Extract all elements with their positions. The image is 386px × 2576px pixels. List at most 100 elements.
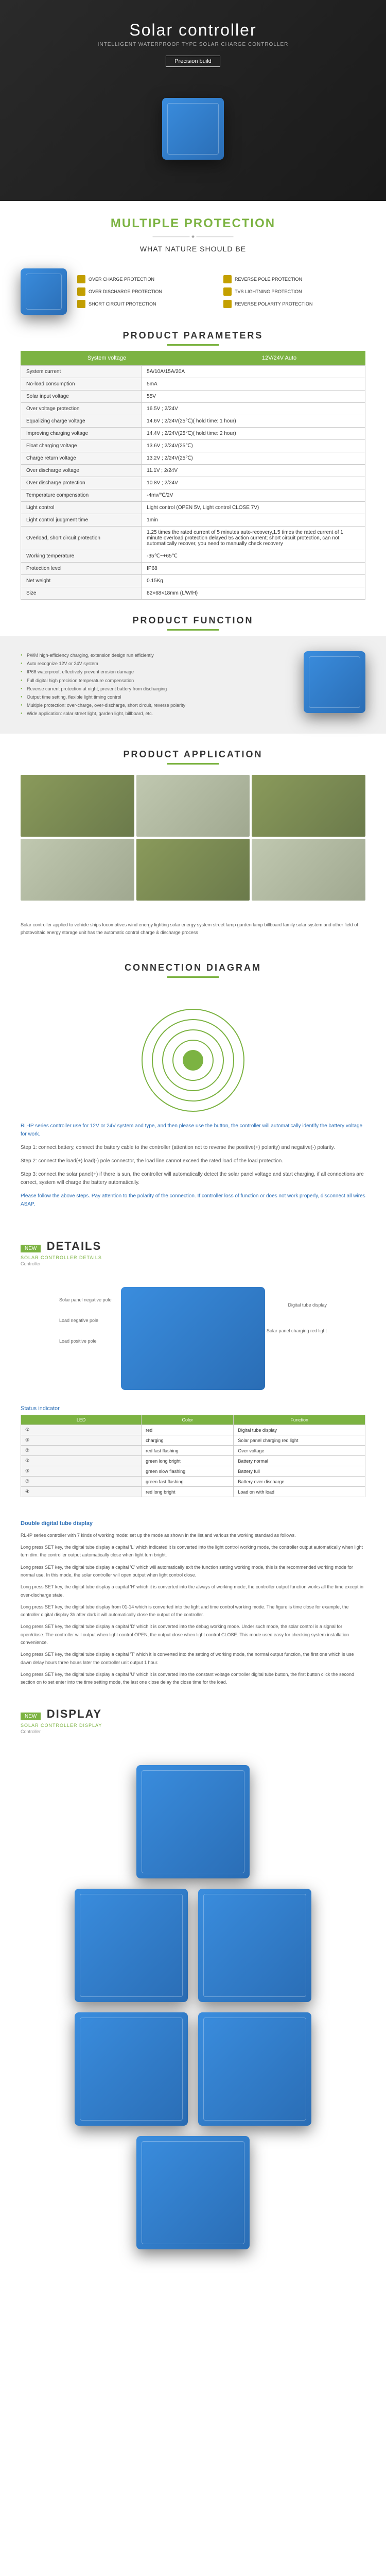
function-item: IP68 waterproof, effectively prevent ero… — [21, 668, 293, 676]
conn-step: Step 1: connect battery, connect the bat… — [21, 1144, 365, 1152]
device-display — [136, 1765, 250, 1878]
app-image — [252, 839, 365, 901]
param-key: Working temperature — [21, 550, 142, 563]
bar-icon — [167, 976, 219, 978]
led-cell: Digital tube display — [234, 1425, 365, 1435]
params-header: PRODUCT PARAMETERS — [0, 330, 386, 346]
app-note-text: Solar controller applied to vehicle ship… — [21, 922, 358, 935]
param-val: -4mv/℃/2V — [142, 489, 365, 502]
details-header: NEW DETAILS SOLAR CONTROLLER DETAILS Con… — [0, 1229, 386, 1277]
display-model: Controller — [21, 1729, 365, 1734]
app-image — [136, 775, 250, 837]
bar-icon — [167, 344, 219, 346]
bar-icon — [167, 629, 219, 631]
protect-item: OVER DISCHARGE PROTECTION — [77, 287, 219, 296]
param-val: 13.6V ; 2/24V(25℃) — [142, 440, 365, 452]
led-cell: ③ — [21, 1466, 142, 1477]
param-val: IP68 — [142, 563, 365, 575]
hero-subtitle: INTELLIGENT WATERPROOF TYPE SOLAR CHARGE… — [10, 42, 376, 47]
params-table: System current5A/10A/15A/20ANo-load cons… — [21, 365, 365, 600]
callout-label: Load negative pole — [59, 1318, 98, 1323]
protect-label: OVER DISCHARGE PROTECTION — [89, 289, 162, 294]
param-key: Improving charging voltage — [21, 428, 142, 440]
device-annotated: Solar panel negative pole Load negative … — [121, 1287, 265, 1390]
function-section: PWM high-efficiency charging, extension … — [0, 636, 386, 734]
led-cell: charging — [142, 1435, 234, 1446]
details-model: Controller — [21, 1261, 365, 1266]
params-table-wrap: System voltage 12V/24V Auto System curre… — [21, 351, 365, 600]
application-grid — [21, 775, 365, 901]
params-title: PRODUCT PARAMETERS — [0, 330, 386, 341]
conn-intro: RL-IP series controller use for 12V or 2… — [21, 1122, 365, 1139]
hero-title: Solar controller — [10, 21, 376, 40]
app-image — [21, 839, 134, 901]
led-table: LEDColorFunction①redDigital tube display… — [21, 1415, 365, 1497]
conn-header: CONNECTION DIAGRAM — [0, 962, 386, 978]
bar-icon — [167, 763, 219, 765]
param-val: 11.1V ; 2/24V — [142, 465, 365, 477]
app-image — [252, 775, 365, 837]
protect-icon — [223, 287, 232, 296]
protect-item: SHORT CIRCUIT PROTECTION — [77, 300, 219, 308]
led-cell: ② — [21, 1435, 142, 1446]
protect-item: OVER CHARGE PROTECTION — [77, 275, 219, 283]
led-cell: ③ — [21, 1477, 142, 1487]
app-image — [136, 839, 250, 901]
param-val: 10.8V ; 2/24V — [142, 477, 365, 489]
param-key: Size — [21, 587, 142, 600]
protect-label: TVS LIGHTNING PROTECTION — [235, 289, 302, 294]
display-gallery — [0, 1744, 386, 2270]
func-title: PRODUCT FUNCTION — [0, 615, 386, 626]
param-key: Float charging voltage — [21, 440, 142, 452]
new-tag: NEW — [21, 1245, 41, 1252]
display-title: DISPLAY — [47, 1707, 102, 1720]
led-cell: green slow flashing — [142, 1466, 234, 1477]
new-tag: NEW — [21, 1713, 41, 1720]
param-val: 14.4V ; 2/24V(25℃)( hold time: 2 hour) — [142, 428, 365, 440]
led-cell: ② — [21, 1446, 142, 1456]
conn-step: Step 2: connect the load(+) load(-) pole… — [21, 1157, 365, 1165]
conn-note: Please follow the above steps. Pay atten… — [21, 1192, 365, 1209]
device-thumb — [21, 268, 67, 315]
param-key: No-load consumption — [21, 378, 142, 391]
multi-title: MULTIPLE PROTECTION — [0, 216, 386, 231]
led-hdr: Color — [142, 1415, 234, 1425]
hero-badge: Precision build — [166, 56, 220, 67]
desc-para: RL-IP series controller with 7 kinds of … — [21, 1532, 365, 1539]
led-cell: red fast flashing — [142, 1446, 234, 1456]
param-val: 5A/10A/15A/20A — [142, 366, 365, 378]
app-image — [21, 775, 134, 837]
desc-heading: Double digital tube display — [21, 1519, 365, 1529]
protect-label: OVER CHARGE PROTECTION — [89, 277, 154, 282]
multi-question: WHAT NATURE SHOULD BE — [0, 245, 386, 253]
led-cell: red long bright — [142, 1487, 234, 1497]
param-val: Light control (OPEN 5V, Light control CL… — [142, 502, 365, 514]
param-val: 13.2V ; 2/24V(25℃) — [142, 452, 365, 465]
conn-title: CONNECTION DIAGRAM — [0, 962, 386, 973]
hero-splash — [10, 77, 376, 180]
param-key: System current — [21, 366, 142, 378]
param-key: Over discharge voltage — [21, 465, 142, 477]
details-title: DETAILS — [47, 1240, 101, 1252]
multi-protection-header: MULTIPLE PROTECTION ———————— ★ ———————— … — [0, 216, 386, 253]
callout-label: Digital tube display — [288, 1302, 327, 1308]
protect-icon — [77, 275, 85, 283]
led-cell: green long bright — [142, 1456, 234, 1466]
led-cell: ③ — [21, 1456, 142, 1466]
led-cell: Load on with load — [234, 1487, 365, 1497]
desc-para: Long press SET key, the digital tube dis… — [21, 1544, 365, 1560]
protection-row: OVER CHARGE PROTECTION REVERSE POLE PROT… — [0, 268, 386, 315]
function-item: PWM high-efficiency charging, extension … — [21, 651, 293, 659]
param-key: Protection level — [21, 563, 142, 575]
protect-icon — [77, 300, 85, 308]
device-display — [136, 2136, 250, 2249]
function-item: Reverse current protection at night, pre… — [21, 685, 293, 693]
func-header: PRODUCT FUNCTION — [0, 615, 386, 631]
param-val: -35℃~+65℃ — [142, 550, 365, 563]
protect-icon — [223, 275, 232, 283]
protect-item: REVERSE POLARITY PROTECTION — [223, 300, 365, 308]
protect-label: SHORT CIRCUIT PROTECTION — [89, 301, 156, 307]
function-item: Output time setting, flexible light timi… — [21, 693, 293, 701]
app-title: PRODUCT APPLICATION — [0, 749, 386, 760]
param-val: 55V — [142, 391, 365, 403]
